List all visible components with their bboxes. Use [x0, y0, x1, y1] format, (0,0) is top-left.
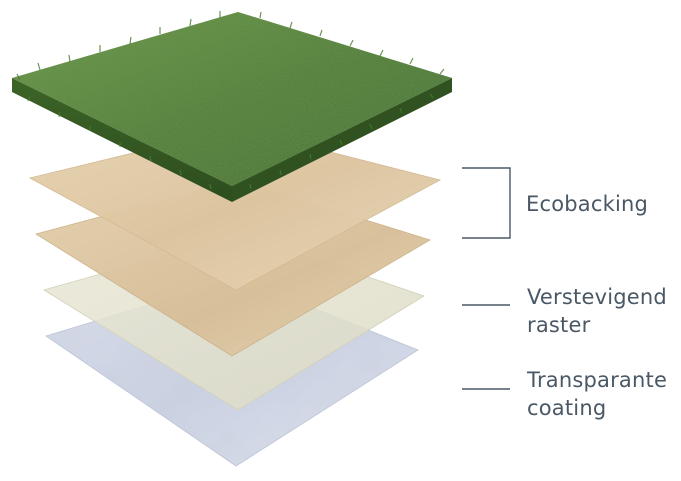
raster-label-line-1: Verstevigend [527, 285, 667, 309]
raster-label-line-2: raster [527, 313, 591, 337]
reinforcing-raster-label: Verstevigend raster [527, 283, 667, 339]
coating-label-line-1: Transparante [527, 368, 668, 392]
ecobacking-label: Ecobacking [526, 190, 648, 218]
transparent-coating-label: Transparante coating [527, 366, 667, 422]
ecobacking-label-text: Ecobacking [526, 192, 649, 216]
coating-label-line-2: coating [527, 396, 607, 420]
ecobacking-bracket [462, 167, 511, 239]
grass-turf-layer [12, 11, 452, 202]
